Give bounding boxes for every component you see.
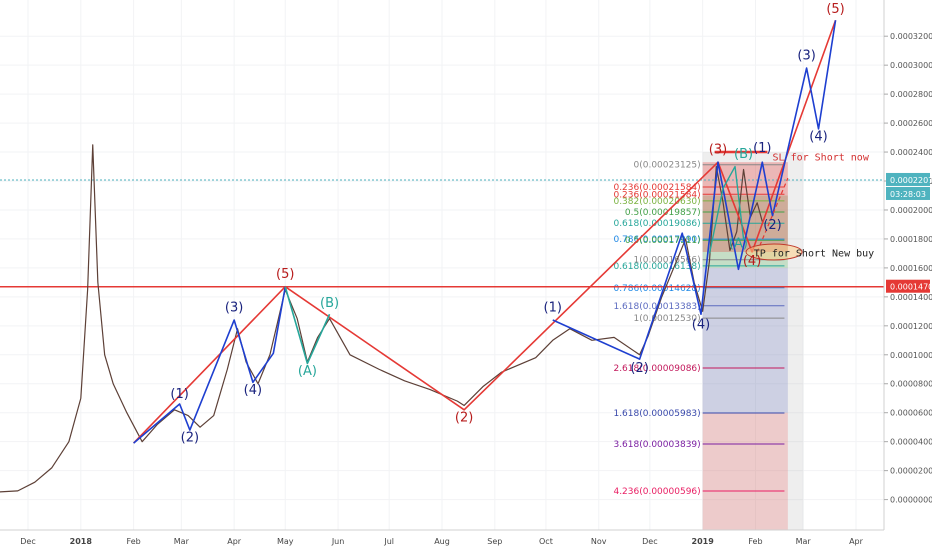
countdown-tag (886, 186, 930, 200)
wave-label: (A) (729, 237, 748, 252)
level-price-tag (886, 279, 930, 293)
fib-level-label: 1(0.00016566) (634, 256, 701, 266)
blue-wave-1 (133, 286, 287, 444)
x-tick-label: Mar (174, 537, 190, 546)
wave-label: (2) (763, 218, 781, 233)
x-tick-label: Apr (849, 537, 864, 546)
x-tick-label: 2018 (70, 537, 93, 546)
fib-level-label: 0.5(0.00019857) (625, 208, 701, 218)
teal-wave-2 (708, 165, 745, 254)
x-tick-label: 2019 (692, 537, 715, 546)
wave-label: (4) (692, 318, 710, 333)
fib-level-label: 0.382(0.00020630) (613, 197, 700, 207)
x-tick-label: May (277, 537, 294, 546)
fib-level-label: 3.618(0.00003839) (613, 440, 700, 450)
fib-level-label: 2.618(0.00009086) (613, 364, 700, 374)
price-line (0, 144, 763, 493)
wave-label: (4) (809, 129, 827, 144)
zone-layer (702, 152, 804, 530)
x-tick-label: Jun (331, 537, 345, 546)
x-tick-label: Dec (20, 537, 35, 546)
wave-label: (A) (298, 364, 317, 379)
x-tick-label: Mar (796, 537, 812, 546)
fib-level-label: 0.618(0.00019086) (613, 219, 700, 229)
fib-level-label: 0.5(0.00017911) (625, 236, 701, 246)
x-tick-label: Nov (591, 537, 607, 546)
fib-level-label: 0.236(0.00021584) (613, 183, 700, 193)
fib-level-label: 4.236(0.00000596) (613, 487, 700, 497)
wave-label: (1) (544, 300, 562, 315)
blue-wave-2 (552, 20, 837, 360)
countdown-value: 03:28:03 (890, 190, 926, 199)
fib-level-label: 0.236(0.00021584) (613, 190, 700, 200)
wave-label: (2) (630, 361, 648, 376)
fib-level-label: 0.786(0.00014628) (613, 284, 700, 294)
wave-label: (1) (170, 387, 188, 402)
fib-level-label: 1(0.00012530) (634, 314, 701, 324)
x-tick-label: Apr (227, 537, 242, 546)
label-layer: (1) (2) (3) (4) (5) (A) (B) (2) (1) (2) (3) (4) (A) (… (170, 2, 874, 446)
teal-wave (284, 286, 331, 365)
x-tick-label: Feb (748, 537, 762, 546)
y-axis-panel (884, 0, 932, 550)
red-dashed-projection (756, 177, 789, 253)
wave-label: (4) (244, 383, 262, 398)
fib-level-label: 0(0.00023125) (634, 161, 701, 171)
blue-zone (702, 267, 788, 413)
grid-layer (0, 0, 884, 530)
x-tick-label: Sep (487, 537, 502, 546)
gray-zone (702, 152, 804, 530)
wave-label: (1) (753, 141, 771, 156)
current-price-tag (886, 172, 930, 186)
fib-level-label: 1.618(0.00005983) (613, 409, 700, 419)
annotation-label: TP for Short New buy (754, 248, 874, 259)
wave-label: (5) (276, 267, 294, 282)
tp-ellipse (745, 243, 803, 261)
wave-label: (2) (455, 410, 473, 425)
x-tick-label: Oct (539, 537, 553, 546)
wave-label: (3) (797, 48, 815, 63)
wave-label: (2) (181, 431, 199, 446)
fib-level-label: 0.618(0.00016138) (613, 262, 700, 272)
pink-zone (702, 412, 788, 530)
x-tick-label: Aug (434, 537, 450, 546)
wave-label: (3) (709, 142, 727, 157)
x-axis-panel (0, 530, 932, 550)
wave-label: (B) (320, 296, 339, 311)
wave-label: (3) (225, 300, 243, 315)
wave-label: (4) (743, 254, 761, 269)
wave-label: (5) (826, 2, 844, 17)
wave-layer (133, 20, 837, 444)
fib-level-label: 0.786(0.00017990) (613, 235, 700, 245)
current-price-value: 0.00022072 (890, 176, 932, 185)
red-wave (133, 20, 837, 444)
wave-label: (B) (734, 147, 753, 162)
annotation-label: SL for Short now (773, 153, 870, 164)
level-price-value: 0.00014700 (890, 283, 932, 292)
x-tick-label: Dec (642, 537, 657, 546)
x-tick-label: Jul (383, 537, 394, 546)
x-tick-label: Feb (127, 537, 141, 546)
